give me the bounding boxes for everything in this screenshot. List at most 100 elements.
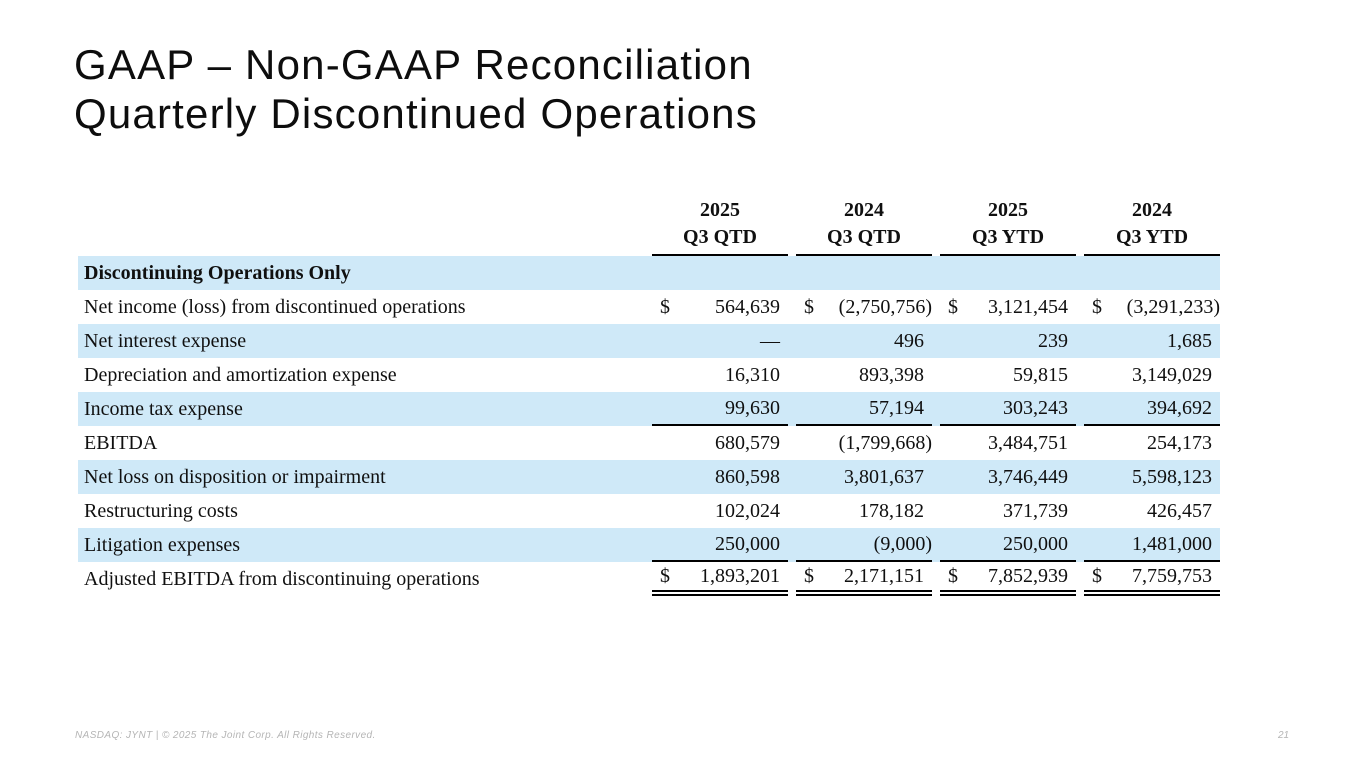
column-header: 2025 Q3 YTD [940,197,1076,256]
cell-value: 250,000 [1003,532,1068,555]
cell-value: 3,801,637 [844,465,924,488]
dollar-sign: $ [660,564,670,587]
cell-value: 1,893,201 [700,564,780,587]
table-cell: $ (2,750,756) [796,290,932,324]
cell-value: 239 [1038,329,1068,352]
cell-value: (2,750,756) [838,295,932,318]
cell-value: 426,457 [1147,499,1212,522]
row-label: Net loss on disposition or impairment [84,465,386,488]
column-header-year: 2025 [700,199,740,221]
table-cell: 5,598,123 [1084,460,1220,494]
cell-value: (1,799,668) [838,431,932,454]
table-cell: 3,149,029 [1084,358,1220,392]
cell-value: 860,598 [715,465,780,488]
table-cell: 16,310 [652,358,788,392]
section-header-label: Discontinuing Operations Only [84,261,351,284]
column-header: 2025 Q3 QTD [652,197,788,256]
table-cell: 3,746,449 [940,460,1076,494]
slide-title-line2: Quarterly Discontinued Operations [74,90,758,137]
cell-value: 680,579 [715,431,780,454]
table-cell: 3,801,637 [796,460,932,494]
footer-note: NASDAQ: JYNT | © 2025 The Joint Corp. Al… [75,730,376,741]
column-header: 2024 Q3 QTD [796,197,932,256]
table-row: Net loss on disposition or impairment 860… [78,460,1220,494]
row-label: Income tax expense [84,397,243,420]
table-cell: 1,481,000 [1084,528,1220,562]
cell-value: 303,243 [1003,396,1068,419]
table-cell: 394,692 [1084,392,1220,426]
table-row: Net income (loss) from discontinued oper… [78,290,1220,324]
table-cell: 102,024 [652,494,788,528]
cell-value: 7,852,939 [988,564,1068,587]
column-header-year: 2024 [1132,199,1172,221]
column-header-period: Q3 YTD [971,226,1045,248]
cell-value: 57,194 [869,396,924,419]
cell-value: 1,685 [1167,329,1212,352]
cell-value: 3,149,029 [1132,363,1212,386]
dollar-sign: $ [948,295,958,318]
table-cell: 1,685 [1084,324,1220,358]
cell-value: 564,639 [715,295,780,318]
cell-value: 371,739 [1003,499,1068,522]
table-cell: 99,630 [652,392,788,426]
table-cell: (1,799,668) [796,426,932,460]
column-header-year: 2024 [844,199,884,221]
cell-value: 893,398 [859,363,924,386]
column-header-year: 2025 [988,199,1028,221]
table-row: Depreciation and amortization expense 16,… [78,358,1220,392]
table-cell: 496 [796,324,932,358]
cell-value: 7,759,753 [1132,564,1212,587]
table-cell: (9,000) [796,528,932,562]
table-cell: 371,739 [940,494,1076,528]
dollar-sign: $ [948,564,958,587]
table-cell: 893,398 [796,358,932,392]
row-label: Restructuring costs [84,499,238,522]
row-label: EBITDA [84,431,158,454]
table-cell: 250,000 [652,528,788,562]
cell-value: — [760,329,780,352]
cell-value: 99,630 [725,396,780,419]
cell-value: 178,182 [859,499,924,522]
table-cell: $7,852,939 [940,562,1076,596]
cell-value: 1,481,000 [1132,532,1212,555]
table-cell: 178,182 [796,494,932,528]
cell-value: 394,692 [1147,396,1212,419]
table-row: EBITDA 680,579 (1,799,668) 3,484,751 254,173 [78,426,1220,460]
table-cell: 3,484,751 [940,426,1076,460]
cell-value: 250,000 [715,532,780,555]
cell-value: 102,024 [715,499,780,522]
table-row: Income tax expense 99,630 57,194 303,243 394… [78,392,1220,426]
table-row: Net interest expense — 496 239 1,685 [78,324,1220,358]
table-section-header-row: Discontinuing Operations Only [78,256,1220,290]
dollar-sign: $ [804,564,814,587]
table-cell: 680,579 [652,426,788,460]
table-cell: 303,243 [940,392,1076,426]
column-header-period: Q3 YTD [1115,226,1189,248]
table-cell: $2,171,151 [796,562,932,596]
table-cell: $7,759,753 [1084,562,1220,596]
row-label: Net interest expense [84,329,247,352]
cell-value: 59,815 [1013,363,1068,386]
row-label: Adjusted EBITDA from discontinuing opera… [84,567,480,590]
table-cell: 59,815 [940,358,1076,392]
page-number: 21 [1278,730,1290,741]
table-cell: 250,000 [940,528,1076,562]
cell-value: (9,000) [873,532,932,555]
column-header-period: Q3 QTD [827,226,901,248]
dollar-sign: $ [1092,564,1102,587]
cell-value: (3,291,233) [1126,295,1220,318]
table-row: Litigation expenses 250,000 (9,000) 250,000… [78,528,1220,562]
cell-value: 496 [894,329,924,352]
reconciliation-table: 2025 Q3 QTD 2024 Q3 QTD 2025 Q3 YTD 2024 Q3 YTD… [78,194,1220,596]
table-cell: 426,457 [1084,494,1220,528]
column-header: 2024 Q3 YTD [1084,197,1220,256]
table-cell: 239 [940,324,1076,358]
table-row: Restructuring costs 102,024 178,182 371,739… [78,494,1220,528]
table-cell: $564,639 [652,290,788,324]
cell-value: 3,484,751 [988,431,1068,454]
cell-value: 16,310 [725,363,780,386]
column-header-period: Q3 QTD [683,226,757,248]
cell-value: 3,746,449 [988,465,1068,488]
cell-value: 5,598,123 [1132,465,1212,488]
cell-value: 3,121,454 [988,295,1068,318]
